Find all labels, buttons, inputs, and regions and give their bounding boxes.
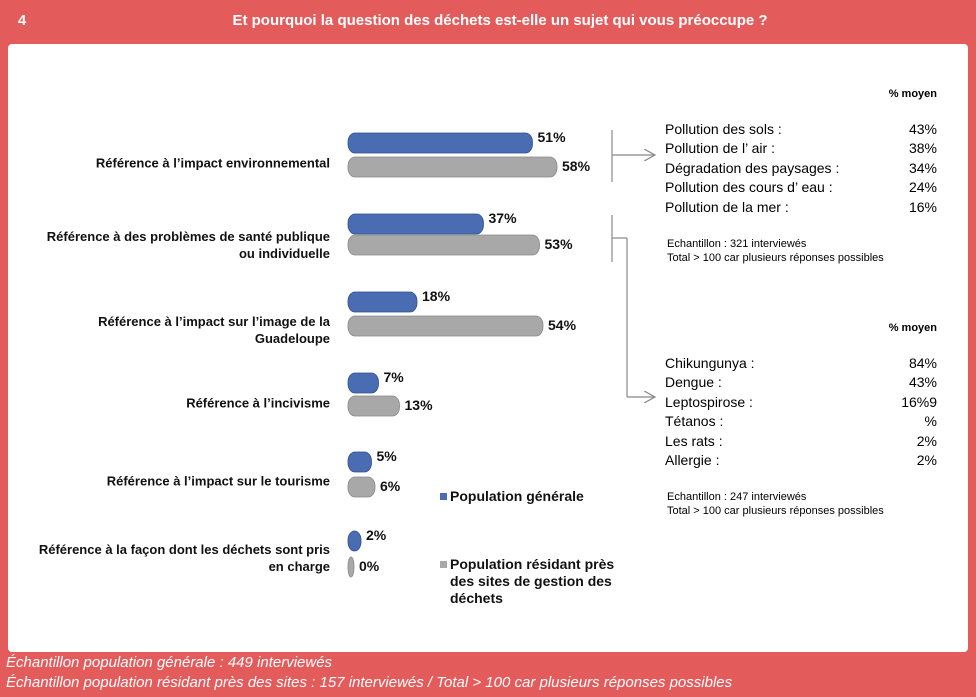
- category-label: Référence à des problèmes de santé publi…: [46, 229, 330, 261]
- row-label: Dengue :: [665, 374, 722, 391]
- panel-header: % moyen: [888, 88, 937, 100]
- row-value: 34%: [908, 159, 937, 176]
- bar: [347, 476, 376, 498]
- value-label: 6%: [380, 478, 401, 494]
- value-label: 7%: [384, 369, 405, 385]
- slide-title: Et pourquoi la question des déchets est-…: [232, 12, 768, 29]
- legend-label: Population générale: [450, 488, 584, 504]
- bar: [347, 213, 484, 235]
- row-label: Chikungunya :: [665, 355, 755, 371]
- row-label: Allergie :: [665, 452, 720, 468]
- value-label: 37%: [489, 210, 518, 226]
- panel-note: Total > 100 car plusieurs réponses possi…: [667, 505, 884, 518]
- footer-note: Échantillon population générale : 449 in…: [6, 654, 333, 671]
- connectors: [611, 130, 655, 397]
- bar: [347, 372, 379, 394]
- bar: [347, 451, 372, 473]
- panel-note: Echantillon : 247 interviewés: [667, 491, 807, 504]
- bar: [347, 291, 418, 313]
- category-label: Référence à la façon dont les déchets so…: [38, 542, 330, 574]
- bar: [347, 315, 544, 337]
- category-label: Référence à l’impact sur l’image de la G…: [98, 314, 330, 346]
- row-label: Tétanos :: [665, 413, 724, 430]
- legend-swatch: [440, 561, 447, 568]
- panel-note: Total > 100 car plusieurs réponses possi…: [667, 252, 884, 264]
- category-label: Référence à l’impact sur le tourisme: [106, 473, 330, 489]
- slide-number: 4: [17, 12, 27, 29]
- row-value: 16%: [908, 198, 937, 215]
- row-value: %: [924, 413, 937, 430]
- row-label: Leptospirose :: [665, 393, 753, 410]
- row-value: 38%: [908, 140, 937, 157]
- row-value: 2%: [916, 452, 937, 468]
- row-value: 16%9: [901, 393, 937, 410]
- bar: [347, 156, 558, 178]
- row-label: Pollution de la mer :: [665, 198, 789, 215]
- row-value: 84%: [908, 355, 937, 371]
- value-label: 0%: [359, 558, 380, 574]
- category-label: Référence à l’impact environnemental: [95, 155, 330, 171]
- panel-header: % moyen: [888, 322, 937, 334]
- value-label: 2%: [366, 527, 387, 543]
- bar: [347, 530, 362, 552]
- row-label: Pollution de l’ air :: [665, 140, 775, 157]
- row-value: 43%: [908, 374, 937, 391]
- value-label: 18%: [422, 288, 451, 304]
- row-label: Pollution des cours d’ eau :: [665, 179, 833, 196]
- row-value: 24%: [908, 179, 937, 196]
- row-value: 2%: [916, 432, 937, 449]
- value-label: 5%: [377, 448, 398, 464]
- footer-note: Échantillon population résidant près des…: [6, 674, 733, 691]
- row-label: Les rats :: [665, 432, 723, 449]
- legend-swatch: [440, 493, 447, 500]
- legend-label: Population résidant près des sites de ge…: [450, 556, 615, 606]
- category-label: Référence à l’incivisme: [186, 395, 330, 411]
- row-label: Dégradation des paysages :: [665, 159, 840, 176]
- bar: [347, 556, 355, 578]
- bar: [347, 234, 540, 256]
- bar: [347, 395, 400, 417]
- panel-note: Echantillon : 321 interviewés: [667, 238, 807, 250]
- value-label: 13%: [405, 397, 434, 413]
- row-label: Pollution des sols :: [665, 121, 782, 137]
- bar: [347, 132, 533, 154]
- value-label: 51%: [538, 129, 567, 145]
- value-label: 58%: [562, 158, 591, 174]
- value-label: 53%: [545, 236, 574, 252]
- row-value: 43%: [908, 121, 937, 137]
- value-label: 54%: [548, 317, 577, 333]
